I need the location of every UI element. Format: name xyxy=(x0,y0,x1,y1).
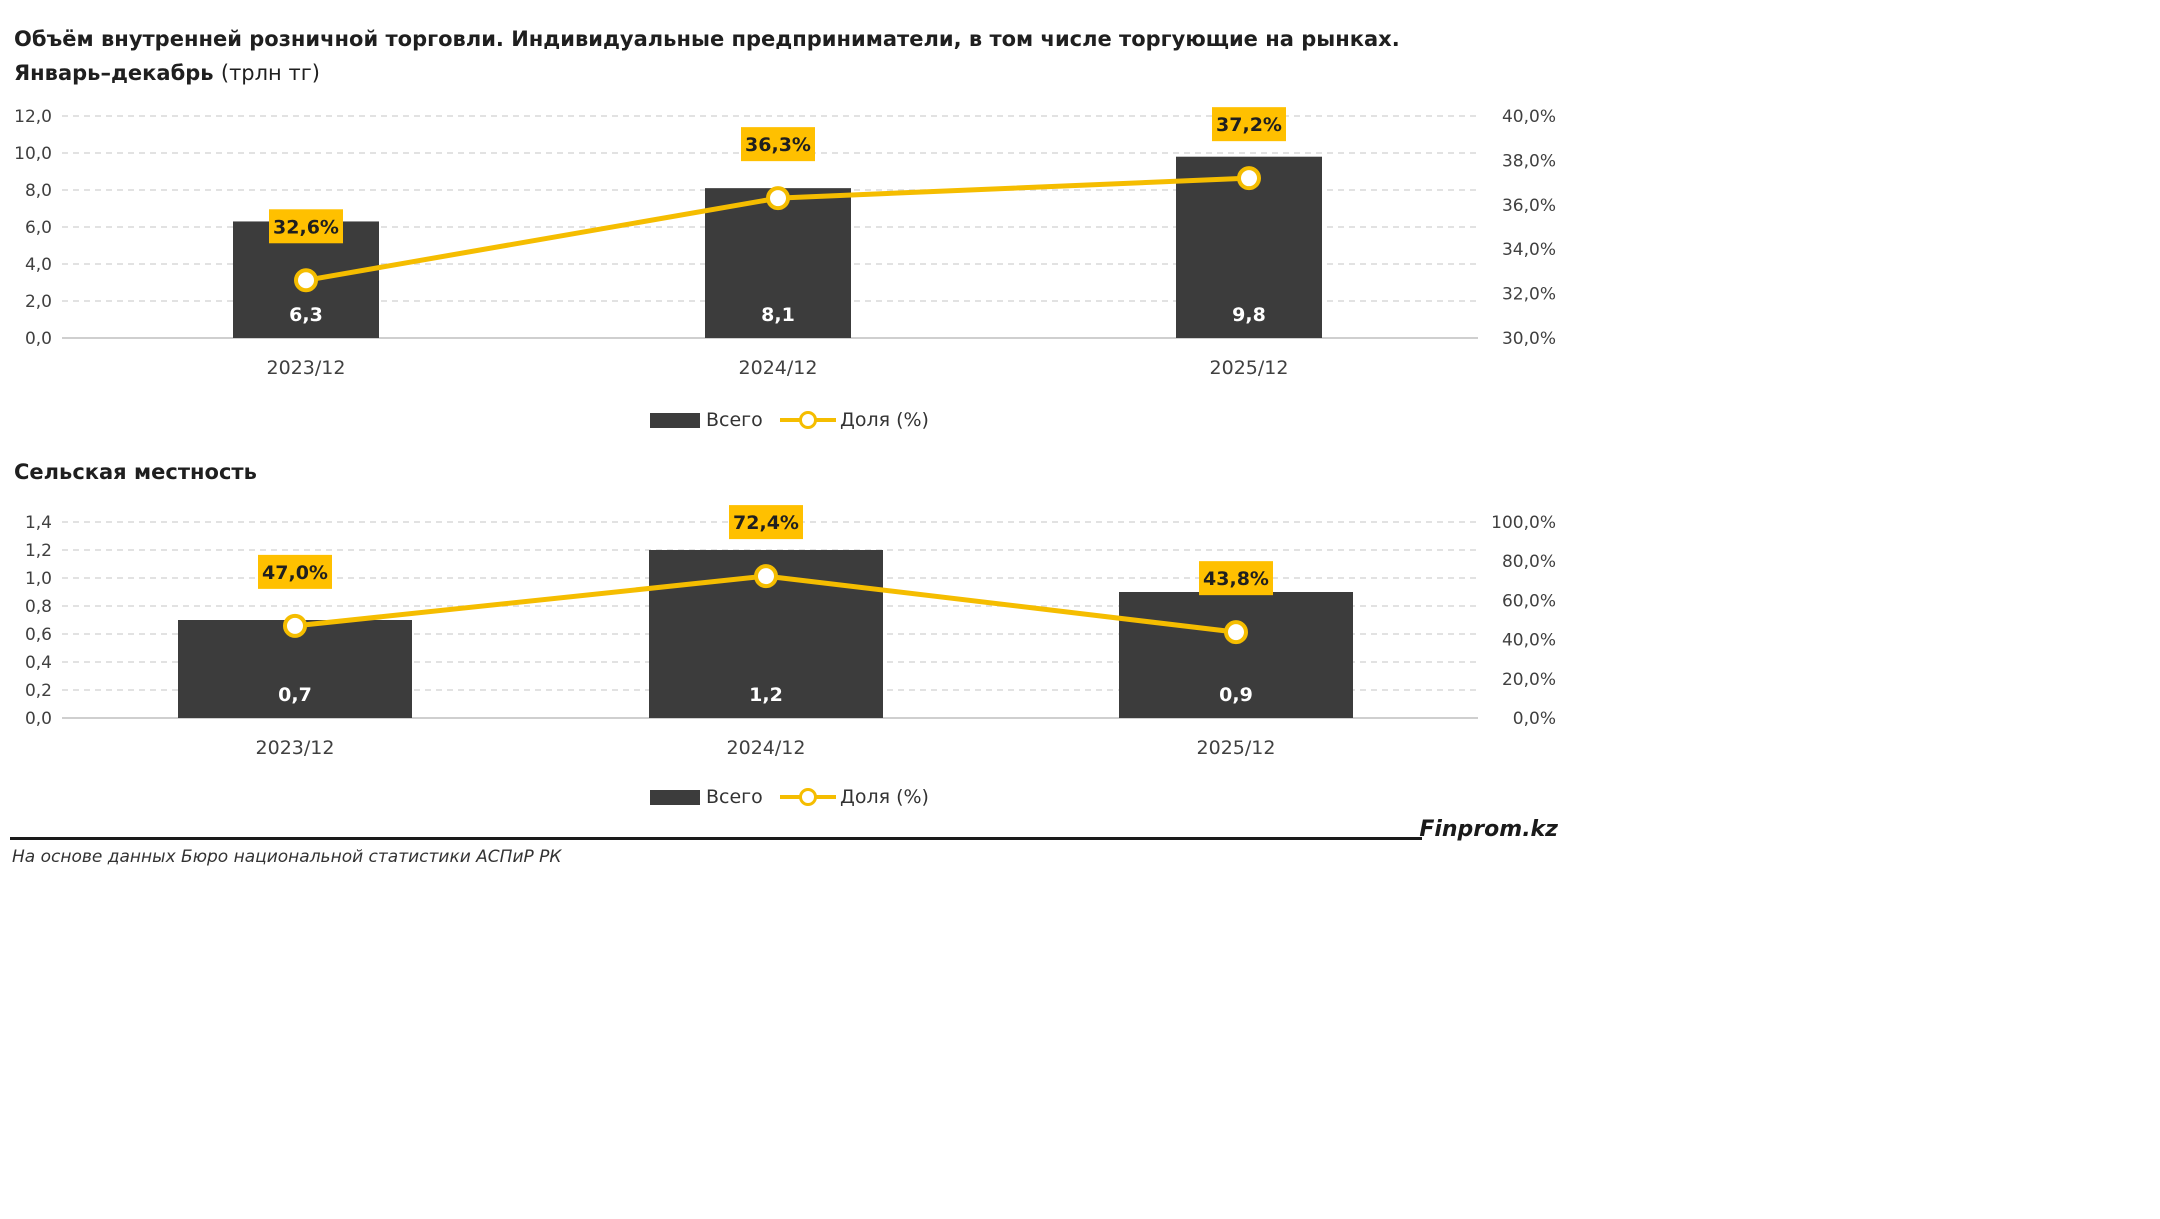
bar-value-label: 1,2 xyxy=(749,684,783,706)
y-tick-label: 1,2 xyxy=(25,541,52,561)
source-note: На основе данных Бюро национальной стати… xyxy=(12,847,562,867)
y-tick-label: 0,0 xyxy=(25,329,52,349)
y2-tick-label: 38,0% xyxy=(1502,151,1556,171)
line-label-box xyxy=(269,209,343,244)
x-tick-label: 2024/12 xyxy=(739,357,818,379)
legend-bar-swatch xyxy=(650,789,700,805)
y2-tick-label: 20,0% xyxy=(1502,670,1556,690)
chart-rural: 0,0 0,2 0,4 0,6 0,8 1,0 1,2 1,4 0,0% 20,0% 40,0% 60… xyxy=(25,505,1556,759)
legend-line-label: Доля (%) xyxy=(840,786,929,808)
legend-line-swatch xyxy=(780,787,836,807)
line-label-box xyxy=(1199,561,1273,596)
line-point xyxy=(766,186,790,211)
legend-bar-label: Всего xyxy=(706,786,763,808)
y-tick-label: 12,0 xyxy=(14,107,52,127)
line-point xyxy=(1237,166,1261,191)
line-point xyxy=(283,613,307,638)
line-label-box xyxy=(729,505,803,540)
line-label-box xyxy=(258,554,332,589)
bar-value-label: 0,9 xyxy=(1219,684,1253,706)
y2-tick-label: 30,0% xyxy=(1502,329,1556,349)
chart-total: 0,0 2,0 4,0 6,0 8,0 10,0 12,0 30,0% 32,0% 34,0% 36… xyxy=(14,107,1556,379)
y-tick-label: 0,8 xyxy=(25,597,52,617)
y2-tick-label: 40,0% xyxy=(1502,631,1556,651)
title-line-1: Объём внутренней розничной торговли. Инд… xyxy=(14,27,1400,51)
y2-tick-label: 32,0% xyxy=(1502,285,1556,305)
footer-divider xyxy=(10,837,1422,840)
y2-tick-label: 80,0% xyxy=(1502,552,1556,572)
legend-bottom: Всего Доля (%) xyxy=(0,786,1568,816)
y-tick-label: 0,4 xyxy=(25,653,52,673)
line-point xyxy=(754,564,778,589)
legend-item-bar: Всего xyxy=(650,409,763,431)
y-tick-label: 1,4 xyxy=(25,513,52,533)
legend-item-line: Доля (%) xyxy=(780,786,929,808)
line-value-label: 36,3% xyxy=(745,134,811,156)
brand-logo: Finprom.kz xyxy=(1419,817,1558,842)
line-label-box xyxy=(1212,107,1286,142)
y2-tick-label: 36,0% xyxy=(1502,196,1556,216)
x-tick-label: 2024/12 xyxy=(727,737,806,759)
y-tick-label: 4,0 xyxy=(25,255,52,275)
bar-value-label: 9,8 xyxy=(1232,304,1266,326)
x-tick-label: 2023/12 xyxy=(256,737,335,759)
y-tick-label: 1,0 xyxy=(25,569,52,589)
chart-subtitle: Сельская местность xyxy=(14,460,257,484)
y2-tick-label: 100,0% xyxy=(1491,513,1556,533)
y2-tick-label: 34,0% xyxy=(1502,240,1556,260)
legend-item-line: Доля (%) xyxy=(780,409,929,431)
y-tick-label: 8,0 xyxy=(25,181,52,201)
y-tick-label: 0,2 xyxy=(25,681,52,701)
y2-tick-label: 40,0% xyxy=(1502,107,1556,127)
legend-line-swatch xyxy=(780,410,836,430)
y-tick-label: 0,6 xyxy=(25,625,52,645)
line-value-label: 32,6% xyxy=(273,216,339,238)
legend-line-label: Доля (%) xyxy=(840,409,929,431)
line-value-label: 37,2% xyxy=(1216,114,1282,136)
line-point xyxy=(294,268,318,293)
x-tick-label: 2023/12 xyxy=(267,357,346,379)
legend-item-bar: Всего xyxy=(650,786,763,808)
line-value-label: 72,4% xyxy=(733,512,799,534)
y-tick-label: 6,0 xyxy=(25,218,52,238)
line-label-box xyxy=(741,127,815,162)
bar-value-label: 8,1 xyxy=(761,304,795,326)
y-tick-label: 0,0 xyxy=(25,709,52,729)
bar xyxy=(705,188,851,338)
line-value-label: 43,8% xyxy=(1203,568,1269,590)
legend-bar-swatch xyxy=(650,412,700,428)
title-period: Январь–декабрь xyxy=(14,61,214,85)
title-unit: (трлн тг) xyxy=(220,61,320,85)
bar-value-label: 0,7 xyxy=(278,684,312,706)
bar xyxy=(1119,592,1353,718)
chart-title: Объём внутренней розничной торговли. Инд… xyxy=(14,22,1400,90)
legend-top: Всего Доля (%) xyxy=(0,409,1568,439)
bar-value-label: 6,3 xyxy=(289,304,323,326)
x-tick-label: 2025/12 xyxy=(1210,357,1289,379)
title-line-2: Январь–декабрь (трлн тг) xyxy=(14,56,1400,90)
y-tick-label: 10,0 xyxy=(14,144,52,164)
line-value-label: 47,0% xyxy=(262,562,328,584)
y-tick-label: 2,0 xyxy=(25,292,52,312)
x-tick-label: 2025/12 xyxy=(1197,737,1276,759)
y2-tick-label: 60,0% xyxy=(1502,591,1556,611)
legend-bar-label: Всего xyxy=(706,409,763,431)
y2-tick-label: 0,0% xyxy=(1513,709,1556,729)
line-point xyxy=(1224,620,1248,645)
